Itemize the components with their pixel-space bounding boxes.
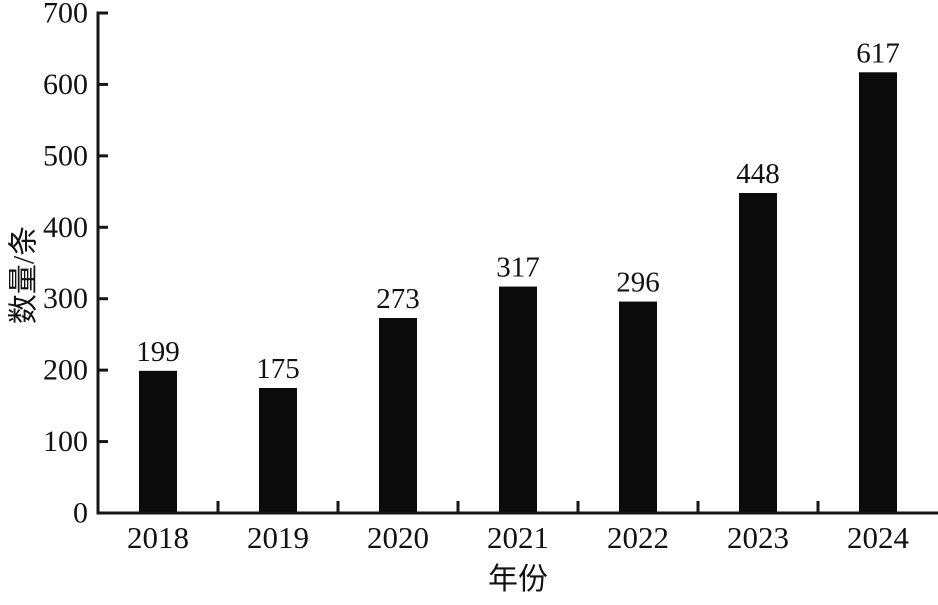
y-tick-label: 300 [43,282,88,315]
x-category-label: 2023 [727,520,789,555]
x-category-label: 2022 [607,520,669,555]
x-category-label: 2018 [127,520,189,555]
bar-value-label: 448 [736,158,780,190]
y-tick-label: 600 [43,68,88,101]
y-tick-label: 0 [73,497,88,530]
y-tick-label: 100 [43,425,88,458]
x-category-label: 2021 [487,520,549,555]
y-tick-label: 500 [43,139,88,172]
bar-value-label: 617 [856,37,900,69]
y-tick-label: 700 [43,0,88,30]
y-tick-label: 400 [43,211,88,244]
bar-2022 [619,301,657,513]
bar-2023 [739,193,777,513]
x-category-label: 2019 [247,520,309,555]
y-axis-title: 数量/条 [8,226,41,324]
x-category-label: 2024 [847,520,910,555]
bar-value-label: 273 [376,283,420,315]
bar-value-label: 199 [136,336,180,368]
bar-2018 [139,370,177,513]
bar-value-label: 175 [256,353,300,385]
bar-2019 [259,388,297,513]
x-axis-title: 年份 [488,563,548,596]
bar-2020 [379,318,417,513]
bar-2021 [499,286,537,513]
bar-value-label: 296 [616,267,660,299]
bar-value-label: 317 [496,252,540,284]
x-category-label: 2020 [367,520,429,555]
y-tick-label: 200 [43,354,88,387]
bar-2024 [859,72,897,514]
